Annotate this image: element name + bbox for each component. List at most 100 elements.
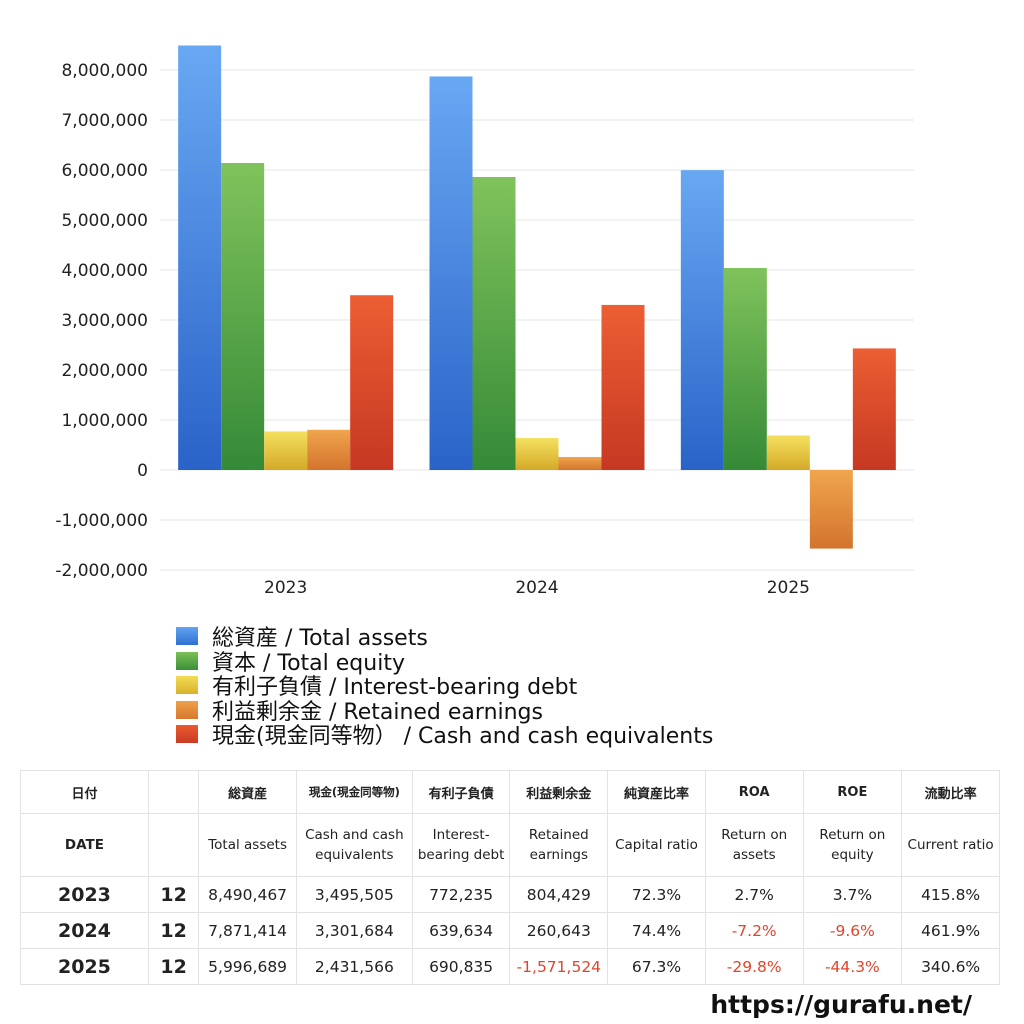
- cell-debt: 772,235: [411, 876, 511, 913]
- bar-2024-series-1: [472, 177, 516, 470]
- table-row-2025: 2025 12 5,996,689 2,431,566 690,835 -1,5…: [20, 948, 1000, 985]
- bar-2023-series-1: [221, 163, 265, 470]
- header-total-assets-en: Total assets: [198, 813, 297, 877]
- cell-total-assets: 7,871,414: [198, 912, 297, 949]
- bar-2025-series-0: [680, 170, 724, 471]
- y-tick-label: 8,000,000: [61, 61, 148, 81]
- bar-2025-series-2: [766, 435, 810, 470]
- cell-capital-ratio: 72.3%: [607, 876, 706, 913]
- table-header-en-row: DATE Total assets Cash and cash equivale…: [20, 813, 1000, 877]
- x-tick-label: 2025: [767, 578, 810, 598]
- cell-month: 12: [147, 912, 200, 949]
- legend-label-interest-bearing-debt: 有利子負債 / Interest-bearing debt: [212, 675, 578, 701]
- header-roe-en: Return on equity: [802, 813, 903, 877]
- bar-2025-series-1: [723, 268, 767, 470]
- cell-cash: 3,301,684: [295, 912, 413, 949]
- header-retained-jp: 利益剰余金: [509, 770, 609, 814]
- header-roe-jp: ROE: [802, 770, 903, 814]
- x-tick-label: 2024: [515, 578, 558, 598]
- header-roa-en: Return on assets: [704, 813, 804, 877]
- legend-swatch-total-assets: [176, 627, 198, 646]
- y-tick-label: 7,000,000: [61, 111, 148, 131]
- header-date-jp: 日付: [20, 770, 149, 814]
- table-row-2023: 2023 12 8,490,467 3,495,505 772,235 804,…: [20, 876, 1000, 913]
- cell-capital-ratio: 74.4%: [607, 912, 706, 949]
- legend-label-total-assets: 総資産 / Total assets: [212, 626, 428, 652]
- cell-retained: -1,571,524: [509, 948, 609, 985]
- table-row-2024: 2024 12 7,871,414 3,301,684 639,634 260,…: [20, 912, 1000, 949]
- header-roa-jp: ROA: [704, 770, 804, 814]
- y-tick-label: 4,000,000: [61, 261, 148, 281]
- legend-swatch-interest-bearing-debt: [176, 676, 198, 695]
- cell-month: 12: [147, 876, 200, 913]
- legend-label-cash: 現金(現金同等物） / Cash and cash equivalents: [212, 724, 714, 750]
- cell-current-ratio: 461.9%: [901, 912, 1000, 949]
- header-month-jp: [147, 770, 200, 814]
- header-current-ratio-jp: 流動比率: [901, 770, 1000, 814]
- legend-label-retained-earnings: 利益剰余金 / Retained earnings: [212, 699, 543, 725]
- cell-current-ratio: 340.6%: [901, 948, 1000, 985]
- cell-roa: -29.8%: [704, 948, 804, 985]
- legend-item-total-equity: 資本 / Total equity: [176, 649, 713, 676]
- chart-legend: 総資産 / Total assets 資本 / Total equity 有利子…: [176, 624, 714, 750]
- y-tick-label: -2,000,000: [55, 561, 148, 581]
- header-capital-ratio-jp: 純資産比率: [607, 770, 706, 814]
- cell-total-assets: 8,490,467: [198, 876, 297, 913]
- table-header-jp-row: 日付 総資産 現金(現金同等物) 有利子負債 利益剰余金 純資産比率 ROA R…: [20, 770, 1000, 814]
- y-tick-label: 1,000,000: [61, 411, 148, 431]
- header-capital-ratio-en: Capital ratio: [607, 813, 706, 877]
- legend-swatch-total-equity: [176, 651, 198, 670]
- cell-roa: -7.2%: [704, 912, 804, 949]
- cell-year: 2025: [20, 948, 149, 985]
- site-url[interactable]: https://gurafu.net/: [710, 990, 972, 1019]
- bar-2025-series-3: [809, 470, 853, 549]
- cell-roe: 3.7%: [802, 876, 903, 913]
- cell-year: 2024: [20, 912, 149, 949]
- header-retained-en: Retained earnings: [509, 813, 609, 877]
- cell-current-ratio: 415.8%: [901, 876, 1000, 913]
- financial-table: 日付 総資産 現金(現金同等物) 有利子負債 利益剰余金 純資産比率 ROA R…: [20, 770, 1000, 985]
- bar-chart: 8,000,000 7,000,000 6,000,000 5,000,000 4,00…: [55, 45, 914, 598]
- header-date-en: DATE: [20, 813, 149, 877]
- header-month-en: [147, 813, 200, 877]
- y-tick-label: 6,000,000: [61, 161, 148, 181]
- header-cash-jp: 現金(現金同等物): [295, 770, 413, 814]
- header-current-ratio-en: Current ratio: [901, 813, 1000, 877]
- x-tick-label: 2023: [264, 578, 307, 598]
- legend-item-total-assets: 総資産 / Total assets: [176, 624, 713, 651]
- cell-total-assets: 5,996,689: [198, 948, 297, 985]
- cell-cash: 3,495,505: [295, 876, 413, 913]
- legend-swatch-cash: [176, 725, 198, 744]
- y-tick-label: 5,000,000: [61, 211, 148, 231]
- cell-capital-ratio: 67.3%: [607, 948, 706, 985]
- y-tick-label: -1,000,000: [55, 511, 148, 531]
- bar-2024-series-4: [601, 304, 645, 470]
- bar-2023-series-0: [178, 45, 222, 470]
- cell-cash: 2,431,566: [295, 948, 413, 985]
- cell-debt: 690,835: [411, 948, 511, 985]
- cell-retained: 804,429: [509, 876, 609, 913]
- bar-2024-series-2: [515, 438, 559, 470]
- legend-label-total-equity: 資本 / Total equity: [212, 650, 405, 676]
- bar-2025-series-4: [852, 348, 896, 470]
- bar-2024-series-3: [558, 456, 602, 470]
- cell-roa: 2.7%: [704, 876, 804, 913]
- header-debt-jp: 有利子負債: [411, 770, 511, 814]
- cell-retained: 260,643: [509, 912, 609, 949]
- header-total-assets-jp: 総資産: [198, 770, 297, 814]
- cell-roe: -9.6%: [802, 912, 903, 949]
- y-tick-label: 2,000,000: [61, 361, 148, 381]
- legend-swatch-retained-earnings: [176, 700, 198, 719]
- bar-2024-series-0: [429, 76, 473, 471]
- header-cash-en: Cash and cash equivalents: [295, 813, 413, 877]
- bar-2023-series-4: [350, 295, 394, 470]
- legend-item-interest-bearing-debt: 有利子負債 / Interest-bearing debt: [176, 673, 713, 700]
- y-tick-label: 3,000,000: [61, 311, 148, 331]
- cell-month: 12: [147, 948, 200, 985]
- bar-2023-series-3: [307, 429, 351, 470]
- cell-roe: -44.3%: [802, 948, 903, 985]
- cell-year: 2023: [20, 876, 149, 913]
- legend-item-retained-earnings: 利益剰余金 / Retained earnings: [176, 698, 713, 725]
- header-debt-en: Interest-bearing debt: [411, 813, 511, 877]
- cell-debt: 639,634: [411, 912, 511, 949]
